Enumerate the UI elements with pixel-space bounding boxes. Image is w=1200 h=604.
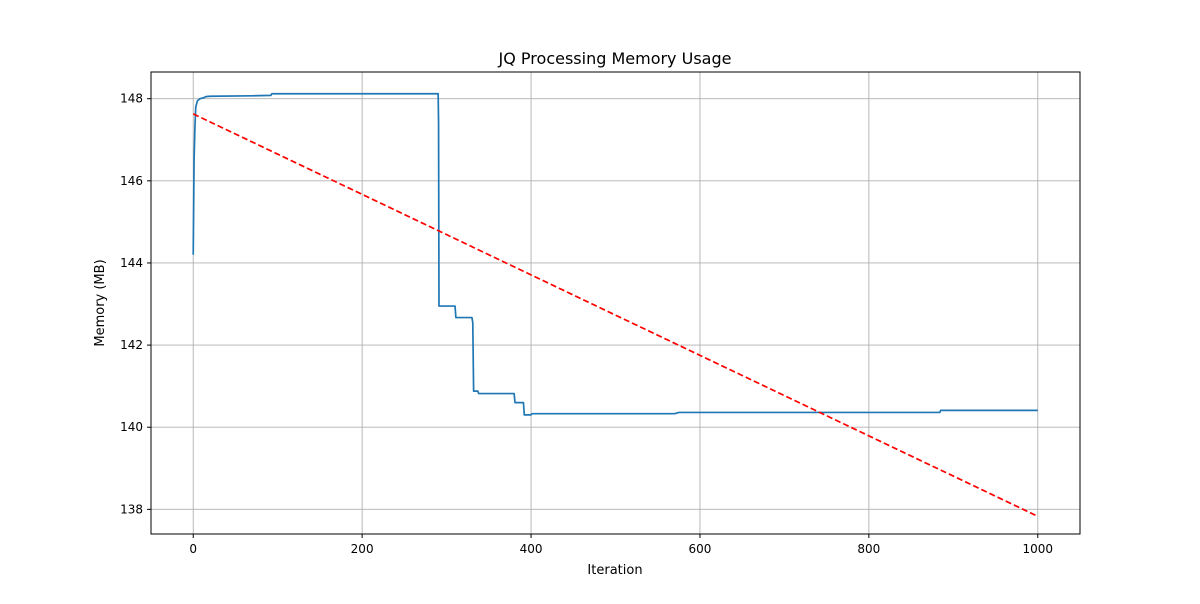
x-axis-label: Iteration [587, 563, 642, 578]
x-tick-label: 800 [857, 542, 880, 556]
y-tick-label: 142 [120, 338, 143, 352]
y-tick-label: 144 [120, 256, 143, 270]
y-tick-label: 146 [120, 174, 143, 188]
x-tick-label: 0 [189, 542, 197, 556]
chart-title: JQ Processing Memory Usage [498, 49, 732, 68]
y-tick-label: 138 [120, 502, 143, 516]
x-tick-label: 200 [351, 542, 374, 556]
plot-frame [150, 71, 1081, 535]
plot-series [192, 92, 1039, 518]
memory-usage-line [192, 92, 1038, 416]
grid-lines [151, 72, 1080, 534]
y-tick-label: 148 [120, 92, 143, 106]
y-tick-label: 140 [120, 420, 143, 434]
trend-line [192, 113, 1039, 518]
y-axis-label: Memory (MB) [93, 259, 108, 346]
axis-ticks: 0 200 400 600 800 1000 138 140 142 144 146 148 [120, 92, 1053, 556]
x-tick-label: 400 [520, 542, 543, 556]
x-tick-label: 600 [689, 542, 712, 556]
x-tick-label: 1000 [1022, 542, 1053, 556]
